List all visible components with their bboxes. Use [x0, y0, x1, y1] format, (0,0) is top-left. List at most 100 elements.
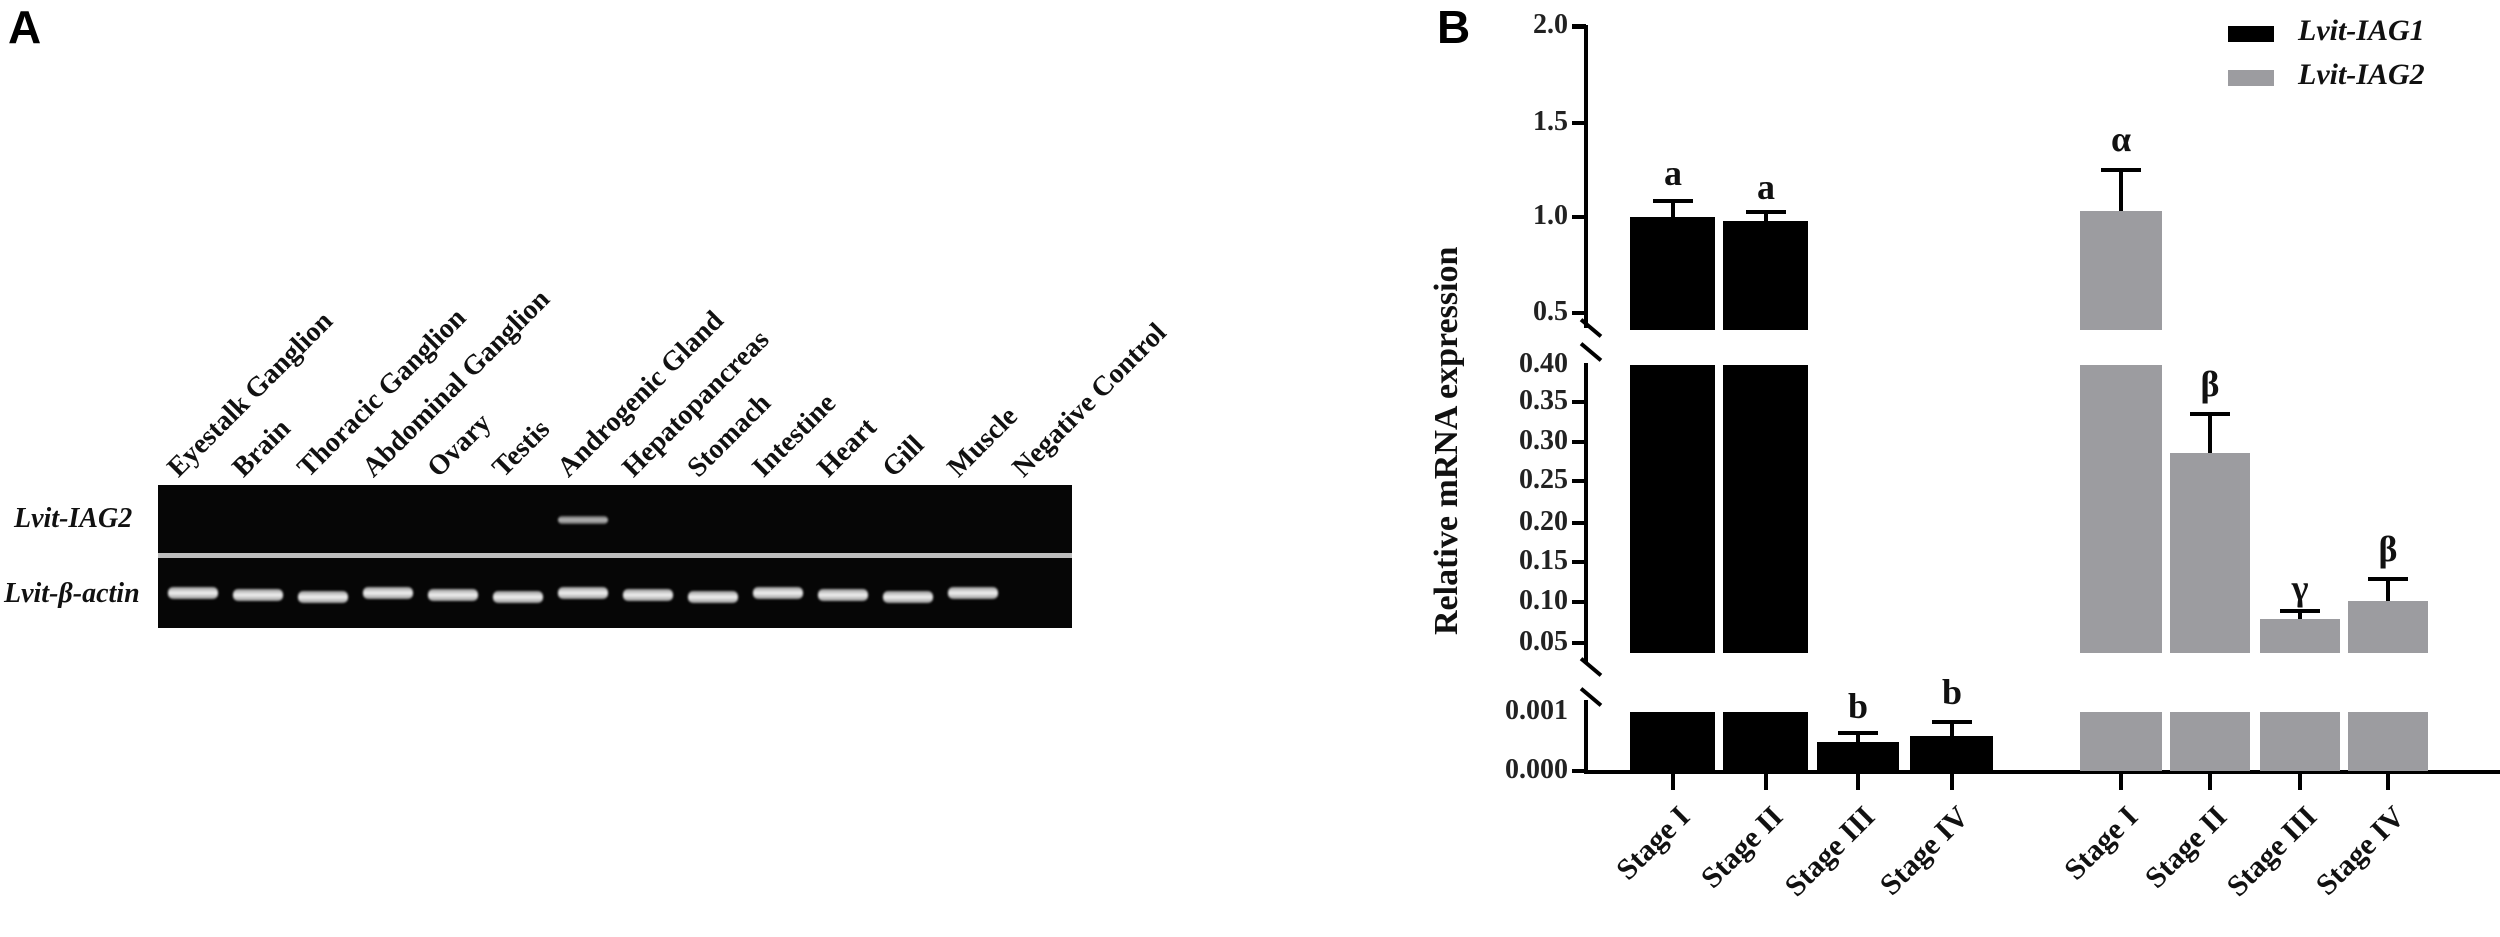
- y-tick-label: 0.5: [1533, 296, 1568, 327]
- y-tick-label: 0.40: [1519, 348, 1568, 379]
- y-tick-label: 0.35: [1519, 385, 1568, 416]
- error-bar-cap: [1932, 720, 1972, 724]
- bar-iag1: [1630, 365, 1715, 653]
- y-axis-middle: [1584, 363, 1588, 663]
- legend-swatch-iag1: [2228, 26, 2274, 42]
- lane-label: Negative Control: [1006, 317, 1173, 484]
- bar-iag2: [2348, 601, 2428, 653]
- y-tick-label: 1.0: [1533, 200, 1568, 231]
- bar-iag2: [2080, 211, 2162, 330]
- bar-iag2: [2080, 712, 2162, 771]
- bar-iag1: [1630, 217, 1715, 330]
- error-bar-stem: [2208, 414, 2212, 453]
- panel-a-letter: A: [8, 1, 42, 53]
- significance-letter: β: [2378, 529, 2398, 569]
- significance-letter: b: [1941, 672, 1963, 712]
- x-tick: [1764, 772, 1768, 790]
- x-tick: [2119, 772, 2123, 790]
- lane-label: Muscle: [941, 400, 1024, 484]
- gel-band-actin: [168, 587, 218, 599]
- bar-iag2: [2260, 712, 2340, 771]
- y-tick-label: 0.000: [1505, 754, 1568, 785]
- y-tick: [1572, 24, 1586, 28]
- x-tick: [1950, 772, 1954, 790]
- bar-iag2: [2348, 712, 2428, 771]
- gel-image-iag2: [158, 485, 1072, 553]
- bar-iag1: [1817, 742, 1899, 771]
- bar-iag1: [1630, 712, 1715, 771]
- bar-iag1: [1723, 221, 1808, 330]
- significance-letter: α: [2110, 119, 2132, 159]
- error-bar-cap: [2101, 168, 2141, 172]
- legend-swatch-iag2: [2228, 70, 2274, 86]
- legend-label-iag1: Lvit-IAG1: [2298, 14, 2425, 47]
- bar-iag2: [2170, 453, 2250, 653]
- error-bar-cap: [2190, 412, 2230, 416]
- x-axis: [1584, 770, 2500, 774]
- significance-letter: a: [1664, 153, 1682, 193]
- gel-band-actin: [688, 591, 738, 603]
- x-tick: [2386, 772, 2390, 790]
- y-tick-label: 1.5: [1533, 106, 1568, 137]
- y-tick: [1572, 600, 1586, 604]
- y-axis-upper: [1584, 25, 1588, 328]
- error-bar-cap: [1838, 731, 1878, 735]
- gel-band-actin: [883, 591, 933, 603]
- gel-band-actin: [818, 589, 868, 601]
- error-bar-stem: [1950, 722, 1954, 736]
- y-tick-label: 0.15: [1519, 545, 1568, 576]
- error-bar-cap: [2368, 577, 2408, 581]
- lane-label: Gill: [876, 429, 931, 484]
- y-tick: [1572, 400, 1586, 404]
- error-bar-stem: [2298, 611, 2302, 619]
- y-tick: [1572, 560, 1586, 564]
- y-tick-label: 0.10: [1519, 585, 1568, 616]
- error-bar-cap: [2280, 609, 2320, 613]
- bar-iag1: [1723, 365, 1808, 653]
- gel-band-actin: [753, 587, 803, 599]
- gel-band-actin: [298, 591, 348, 603]
- bar-iag2: [2170, 712, 2250, 771]
- gel-row-label-iag2: Lvit-IAG2: [14, 503, 133, 534]
- axis-break-icon: [1579, 342, 1603, 362]
- y-tick: [1572, 121, 1586, 125]
- lane-label: Testis: [486, 413, 556, 484]
- gel-band-actin: [428, 589, 478, 601]
- axis-break-icon: [1579, 657, 1603, 677]
- y-tick: [1572, 440, 1586, 444]
- bar-iag1: [1910, 736, 1993, 771]
- significance-letter: a: [1757, 167, 1775, 207]
- gel-band-actin: [623, 589, 673, 601]
- gel-band-actin: [493, 591, 543, 603]
- y-tick: [1572, 215, 1586, 219]
- y-tick-label: 0.25: [1519, 464, 1568, 495]
- gel-image-actin: [158, 558, 1072, 628]
- y-tick-label: 0.30: [1519, 425, 1568, 456]
- x-tick: [1856, 772, 1860, 790]
- error-bar-stem: [1856, 733, 1860, 742]
- x-tick: [1671, 772, 1675, 790]
- axis-break-icon: [1579, 318, 1603, 338]
- bar-iag2: [2080, 365, 2162, 653]
- legend-label-iag2: Lvit-IAG2: [2298, 58, 2425, 91]
- error-bar-stem: [1671, 201, 1675, 217]
- gel-band-actin: [233, 589, 283, 601]
- error-bar-stem: [2119, 170, 2123, 211]
- x-tick: [2208, 772, 2212, 790]
- gel-band-actin: [558, 587, 608, 599]
- y-tick-label: 0.001: [1505, 695, 1568, 726]
- gel-separator: [158, 553, 1072, 558]
- significance-letter: β: [2200, 364, 2220, 404]
- error-bar-cap: [1653, 199, 1693, 203]
- significance-letter: b: [1847, 686, 1869, 726]
- gel-band-actin: [948, 587, 998, 599]
- bar-iag2: [2260, 619, 2340, 653]
- y-tick-label: 0.20: [1519, 506, 1568, 537]
- error-bar-stem: [1764, 212, 1768, 221]
- y-tick: [1572, 769, 1586, 773]
- y-tick-label: 2.0: [1533, 9, 1568, 40]
- gel-band-actin: [363, 587, 413, 599]
- y-tick-label: 0.05: [1519, 626, 1568, 657]
- error-bar-cap: [1746, 210, 1786, 214]
- y-tick: [1572, 641, 1586, 645]
